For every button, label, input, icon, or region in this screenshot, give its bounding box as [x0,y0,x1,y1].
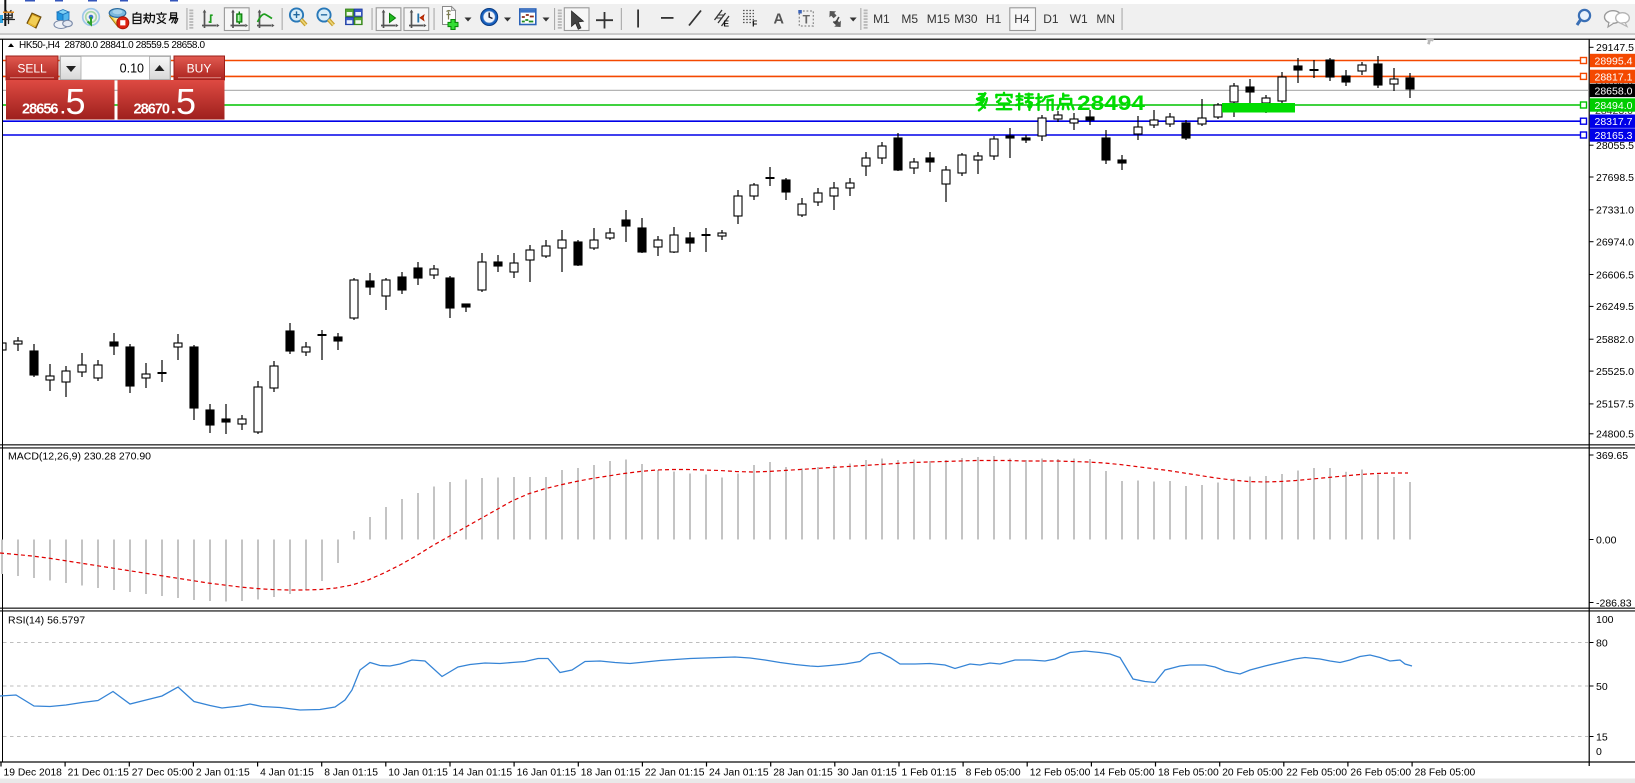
svg-text:RSI(14) 56.5797: RSI(14) 56.5797 [8,615,85,627]
svg-text:28055.5: 28055.5 [1596,140,1634,152]
svg-text:28658.0: 28658.0 [1595,85,1633,97]
svg-text:22 Feb 05:00: 22 Feb 05:00 [1286,768,1347,779]
svg-text:HK50-,H4 28780.0 28841.0 2855: HK50-,H4 28780.0 28841.0 28559.5 28658.0 [19,40,205,51]
svg-text:25157.5: 25157.5 [1596,399,1634,411]
svg-text:369.65: 369.65 [1596,450,1628,462]
svg-text:100: 100 [1596,614,1614,626]
svg-text:24 Jan 01:15: 24 Jan 01:15 [709,768,769,779]
svg-text:5: 5 [176,81,196,122]
svg-text:18 Jan 01:15: 18 Jan 01:15 [581,768,641,779]
svg-text:28670: 28670 [134,102,171,118]
svg-text:14 Jan 01:15: 14 Jan 01:15 [453,768,513,779]
svg-text:−: − [320,8,327,22]
svg-text:M15: M15 [927,12,951,26]
svg-text:28 Feb 05:00: 28 Feb 05:00 [1415,768,1476,779]
svg-text:BUY: BUY [187,61,212,75]
svg-text:8 Jan 01:15: 8 Jan 01:15 [324,768,378,779]
svg-text:+: + [293,8,300,22]
svg-text:0.00: 0.00 [1596,534,1617,546]
svg-text:2 Jan 01:15: 2 Jan 01:15 [196,768,250,779]
svg-text:15: 15 [1596,731,1608,743]
svg-text:-286.83: -286.83 [1596,597,1632,609]
svg-text:21 Dec 01:15: 21 Dec 01:15 [68,768,130,779]
svg-text:28317.7: 28317.7 [1595,116,1633,128]
svg-text:19 Dec 2018: 19 Dec 2018 [4,768,63,779]
svg-text:T: T [803,13,811,27]
svg-text:14 Feb 05:00: 14 Feb 05:00 [1094,768,1155,779]
svg-text:1 Feb 01:15: 1 Feb 01:15 [902,768,957,779]
svg-text:27331.0: 27331.0 [1596,205,1634,217]
svg-text:8 Feb 05:00: 8 Feb 05:00 [966,768,1021,779]
svg-text:.: . [171,99,176,118]
svg-text:50: 50 [1596,681,1608,693]
svg-text:.: . [61,99,66,118]
svg-text:29147.5: 29147.5 [1596,42,1634,54]
svg-text:27 Dec 05:00: 27 Dec 05:00 [132,768,194,779]
svg-text:MN: MN [1096,12,1115,26]
svg-text:26249.5: 26249.5 [1596,301,1634,313]
svg-text:25525.0: 25525.0 [1596,366,1634,378]
svg-text:W1: W1 [1070,12,1088,26]
svg-text:0.10: 0.10 [120,62,144,76]
svg-text:28995.4: 28995.4 [1595,56,1633,68]
svg-text:20 Feb 05:00: 20 Feb 05:00 [1222,768,1283,779]
svg-text:D1: D1 [1043,12,1059,26]
svg-text:18 Feb 05:00: 18 Feb 05:00 [1158,768,1219,779]
svg-text:26606.5: 26606.5 [1596,269,1634,281]
svg-text:28165.3: 28165.3 [1595,130,1633,142]
svg-text:28 Jan 01:15: 28 Jan 01:15 [773,768,833,779]
svg-text:22 Jan 01:15: 22 Jan 01:15 [645,768,705,779]
svg-text:28656: 28656 [22,102,59,118]
svg-text:10 Jan 01:15: 10 Jan 01:15 [388,768,448,779]
svg-text:H1: H1 [986,12,1002,26]
svg-text:M1: M1 [873,12,890,26]
svg-text:28494.0: 28494.0 [1595,100,1633,112]
svg-text:F: F [752,19,757,29]
svg-text:0: 0 [1596,746,1602,758]
svg-text:E: E [723,19,729,29]
svg-text:SELL: SELL [17,61,47,75]
svg-text:30 Jan 01:15: 30 Jan 01:15 [837,768,897,779]
svg-text:A: A [773,12,784,28]
svg-text:24800.5: 24800.5 [1596,429,1634,441]
svg-text:26974.0: 26974.0 [1596,237,1634,249]
svg-text:4 Jan 01:15: 4 Jan 01:15 [260,768,314,779]
svg-text:25882.0: 25882.0 [1596,334,1634,346]
svg-text:26 Feb 05:00: 26 Feb 05:00 [1350,768,1411,779]
svg-text:27698.5: 27698.5 [1596,172,1634,184]
svg-text:H4: H4 [1014,12,1030,26]
svg-text:12 Feb 05:00: 12 Feb 05:00 [1030,768,1091,779]
svg-text:28817.1: 28817.1 [1595,71,1633,83]
svg-text:5: 5 [66,81,86,122]
svg-text:M30: M30 [954,12,978,26]
svg-text:28494: 28494 [1077,92,1145,115]
svg-text:80: 80 [1596,637,1608,649]
svg-text:M5: M5 [901,12,918,26]
svg-text:MACD(12,26,9) 230.28 270.90: MACD(12,26,9) 230.28 270.90 [8,451,151,463]
svg-text:16 Jan 01:15: 16 Jan 01:15 [517,768,577,779]
